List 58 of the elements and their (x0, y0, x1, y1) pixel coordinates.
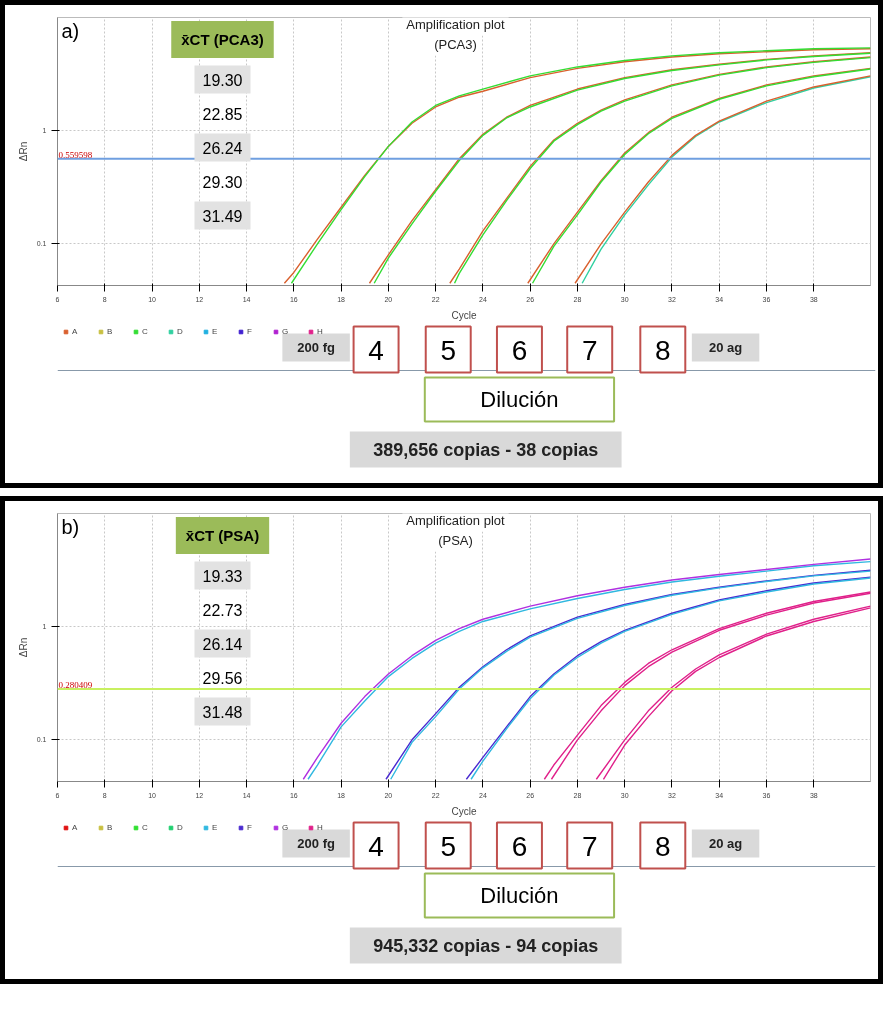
text: 200 fg (297, 836, 335, 851)
text: 8 (655, 335, 671, 366)
text: (PCA3) (434, 36, 477, 52)
annotation: 22.85 (202, 105, 243, 123)
annotation: 31.49 (202, 207, 243, 225)
annotation: 29.30 (202, 173, 243, 191)
text: 6 (511, 831, 528, 862)
text: 4 (368, 831, 384, 862)
text: Dilución (480, 883, 559, 908)
annotation: x̄CT (PSA) (185, 527, 260, 544)
x-axis-title: Cycle (451, 805, 477, 817)
annotation: x̄CT (PCA3) (181, 31, 264, 48)
legend-label: E (212, 327, 219, 336)
text: 389,656 copias - 38 copias (373, 439, 599, 460)
annotation: 19.33 (202, 567, 243, 585)
y-axis-title: ΔRn (17, 141, 29, 162)
annotation: 22.73 (202, 601, 243, 619)
annotation: a) (61, 19, 80, 42)
legend-label: C (142, 327, 149, 336)
ref-line-label: 0.559598 (58, 149, 93, 160)
chart-title: Amplification plot (406, 512, 506, 528)
legend-label: F (247, 327, 253, 336)
annotation: 19.30 (202, 71, 243, 89)
legend-label: B (107, 823, 114, 832)
annotation: 26.24 (202, 139, 243, 157)
text: 5 (440, 335, 457, 366)
legend-label: A (72, 823, 79, 832)
legend-label: B (107, 327, 114, 336)
legend-label: E (212, 823, 219, 832)
annotation: b) (61, 515, 80, 538)
y-axis-title: ΔRn (17, 637, 29, 658)
chart-title: Amplification plot (406, 16, 506, 32)
legend-label: F (247, 823, 253, 832)
annotation: 31.48 (202, 703, 243, 721)
legend-label: H (317, 327, 324, 336)
text: 7 (581, 831, 598, 862)
text: 7 (581, 335, 598, 366)
text: 6 (511, 335, 528, 366)
annotation: 29.56 (202, 669, 243, 687)
legend-label: G (282, 327, 290, 336)
text: 200 fg (297, 340, 335, 355)
text: Dilución (480, 387, 559, 412)
annotation: 26.14 (202, 635, 243, 653)
text: (PSA) (438, 532, 473, 548)
legend-label: C (142, 823, 149, 832)
legend-label: D (177, 327, 184, 336)
ref-line-label: 0.280409 (58, 679, 93, 690)
text: 945,332 copias - 94 copias (373, 935, 599, 956)
x-axis-title: Cycle (451, 309, 477, 321)
legend-label: H (317, 823, 324, 832)
text: 8 (655, 831, 671, 862)
text: 20 ag (708, 836, 743, 851)
text: 4 (368, 335, 384, 366)
legend-label: A (72, 327, 79, 336)
legend-label: D (177, 823, 184, 832)
legend-label: G (282, 823, 290, 832)
text: 5 (440, 831, 457, 862)
text: 20 ag (708, 340, 743, 355)
